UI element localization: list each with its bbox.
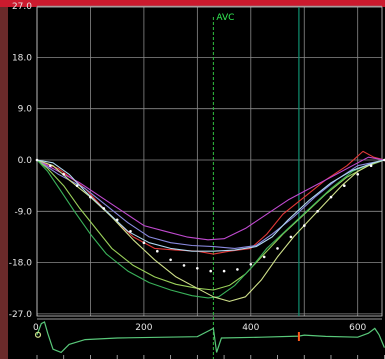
y-tick-label: 27.0 (12, 2, 32, 12)
mean-point (289, 235, 293, 239)
mean-point (89, 195, 92, 199)
mean-point (276, 247, 279, 250)
left-band (0, 7, 8, 359)
mean-point (316, 210, 319, 213)
mean-point (329, 195, 333, 199)
x-tick-label: 200 (135, 323, 152, 333)
mean-point (49, 164, 52, 167)
avc-label: AVC (216, 13, 234, 23)
x-tick-label: 400 (242, 323, 259, 333)
ecg-strip (34, 321, 385, 354)
mean-point (156, 249, 159, 253)
mean-point (222, 269, 226, 273)
marker-layer: AVC (212, 7, 300, 359)
mean-point (75, 184, 79, 187)
ecg-trace (36, 321, 385, 354)
mean-point (62, 173, 65, 176)
left-strip (8, 7, 37, 359)
series-line-5 (36, 159, 385, 299)
plot-border (36, 6, 383, 317)
mean-point (236, 268, 239, 271)
y-tick-label: -27.0 (9, 310, 33, 320)
ecg-start-marker (34, 331, 42, 338)
mean-point (343, 184, 346, 187)
grid-layer (36, 5, 385, 359)
mean-point (182, 264, 186, 267)
y-tick-label: 0.0 (18, 156, 33, 166)
mean-point (142, 241, 146, 244)
mean-point (262, 255, 266, 259)
mean-point (303, 224, 306, 227)
mean-point (209, 269, 212, 273)
y-tick-label: 9.0 (18, 105, 33, 115)
series-line-2 (36, 156, 385, 241)
mean-point (169, 258, 172, 262)
series-line-6 (36, 159, 385, 302)
mean-point (249, 263, 253, 266)
top-bar (0, 0, 385, 7)
mean-point (129, 230, 132, 233)
mean-point (115, 218, 119, 222)
mean-point (35, 158, 39, 162)
series-line-1 (36, 150, 385, 255)
series-line-3 (36, 159, 385, 249)
x-tick-label: 0 (33, 323, 39, 333)
mean-point (196, 267, 199, 270)
mean-point (102, 207, 106, 210)
series-line-7 (36, 159, 385, 252)
series-layer (36, 150, 385, 302)
y-tick-label: 18.0 (12, 53, 32, 63)
y-tick-label: -9.0 (14, 207, 32, 217)
mean-point (356, 173, 360, 176)
x-tick-label: 600 (349, 323, 366, 333)
mean-point (369, 164, 373, 167)
tick-labels: 27.0 18.0 9.0 0.0 -9.0 -18.0 -27.00 200 400 600 (9, 2, 367, 333)
y-tick-label: -18.0 (9, 259, 33, 269)
